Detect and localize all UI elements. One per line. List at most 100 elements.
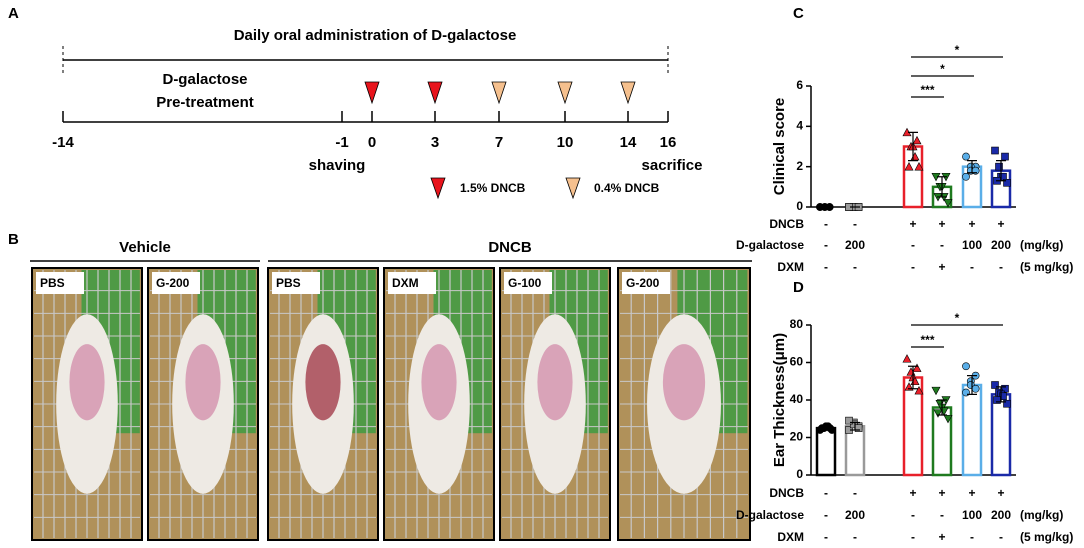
- panel-letter: C: [793, 5, 804, 22]
- photo: PBS: [267, 267, 379, 541]
- row-unit: (mg/kg): [1020, 238, 1063, 252]
- error-bar: [850, 421, 860, 431]
- photo-label-bg: [272, 272, 320, 294]
- legend-triangle: [430, 177, 446, 200]
- dose-markers: [364, 81, 636, 200]
- data-point: [943, 414, 953, 424]
- row-cell: -: [911, 260, 915, 274]
- data-point: [912, 363, 922, 372]
- data-point: [962, 362, 970, 371]
- row-cell: -: [853, 486, 857, 500]
- data-point: [962, 152, 970, 161]
- data-point: [943, 199, 953, 208]
- data-point: [1003, 179, 1011, 187]
- y-tick-label: 0: [796, 467, 803, 481]
- photo: PBS: [31, 267, 143, 541]
- mouse-belly: [421, 344, 457, 421]
- row-cell: 200: [845, 238, 865, 252]
- day-label: -1: [335, 134, 348, 151]
- y-tick-label: 20: [790, 430, 804, 444]
- sacrifice: sacrifice: [642, 157, 703, 174]
- error-bar: [967, 160, 977, 174]
- dose-triangle: [557, 81, 573, 105]
- row-label: DXM: [777, 530, 804, 544]
- pretreatment: Pre-treatment: [156, 94, 254, 111]
- data-point: [995, 162, 1003, 171]
- row-label: D-galactose: [736, 238, 804, 252]
- data-point: [912, 135, 922, 145]
- legend-label: 1.5% DNCB: [460, 181, 526, 195]
- error-bar: [937, 399, 947, 416]
- row-cell: -: [824, 217, 828, 231]
- data-point: [971, 384, 980, 393]
- photo-label-bg: [152, 272, 200, 294]
- row-unit: (5 mg/kg): [1020, 260, 1073, 274]
- data-point: [991, 146, 999, 155]
- data-point: [962, 388, 970, 397]
- photo-label-bg: [622, 272, 670, 294]
- dose-triangle: [364, 81, 380, 105]
- row-cell: +: [938, 260, 945, 274]
- day-label: 0: [368, 134, 376, 151]
- row-cell: -: [824, 530, 828, 544]
- mouse-belly: [185, 344, 221, 421]
- row-cell: -: [853, 530, 857, 544]
- photo-label: G-200: [156, 276, 190, 290]
- error-bar: [937, 176, 947, 198]
- y-axis-label: Ear Thickness(μm): [771, 333, 788, 467]
- group-label: Vehicle: [119, 239, 171, 256]
- row-cell: +: [909, 486, 916, 500]
- timeline-title: Daily oral administration of D-galactose: [234, 27, 517, 44]
- mouse-belly: [537, 344, 573, 421]
- row-label: D-galactose: [736, 508, 804, 522]
- photo: DXM: [383, 267, 495, 541]
- row-cell: 200: [991, 508, 1011, 522]
- y-tick-label: 0: [796, 199, 803, 213]
- day-label: 14: [620, 134, 637, 151]
- row-label: DNCB: [769, 486, 804, 500]
- bar: [815, 426, 837, 477]
- row-cell: 100: [962, 238, 982, 252]
- row-cell: -: [911, 508, 915, 522]
- group-label: DNCB: [488, 239, 531, 256]
- row-cell: -: [911, 530, 915, 544]
- dose-triangle: [620, 81, 636, 105]
- y-tick-label: 2: [796, 159, 803, 173]
- row-cell: -: [853, 260, 857, 274]
- data-point: [933, 409, 943, 418]
- row-cell: -: [824, 260, 828, 274]
- data-point: [904, 162, 914, 171]
- photo-label: PBS: [40, 276, 65, 290]
- data-point: [991, 381, 999, 389]
- row-cell: -: [970, 260, 974, 274]
- photo-label-bg: [504, 272, 552, 294]
- data-point: [845, 416, 853, 425]
- row-cell: +: [938, 486, 945, 500]
- row-cell: -: [911, 238, 915, 252]
- day-label: 16: [660, 134, 677, 151]
- row-cell: -: [824, 238, 828, 252]
- mouse-belly: [662, 344, 706, 421]
- data-point: [914, 162, 924, 171]
- data-point: [1003, 399, 1011, 408]
- row-cell: +: [938, 530, 945, 544]
- shaving: shaving: [309, 157, 366, 174]
- data-point: [818, 424, 826, 433]
- row-unit: (mg/kg): [1020, 508, 1063, 522]
- legend-triangle: [565, 177, 581, 200]
- data-point: [962, 172, 970, 181]
- y-tick-label: 4: [796, 119, 803, 133]
- panel-letter: A: [8, 5, 19, 22]
- data-point: [1001, 152, 1009, 161]
- y-tick-label: 80: [790, 317, 804, 331]
- dose-triangle: [427, 81, 443, 105]
- row-cell: -: [999, 260, 1003, 274]
- bar: [961, 383, 983, 477]
- significance-label: *: [955, 43, 960, 57]
- row-cell: -: [824, 508, 828, 522]
- pretreatment: D-galactose: [162, 71, 247, 88]
- y-axis-label: Clinical score: [771, 98, 788, 196]
- mouse-belly: [305, 344, 341, 421]
- panel-letter: D: [793, 279, 804, 296]
